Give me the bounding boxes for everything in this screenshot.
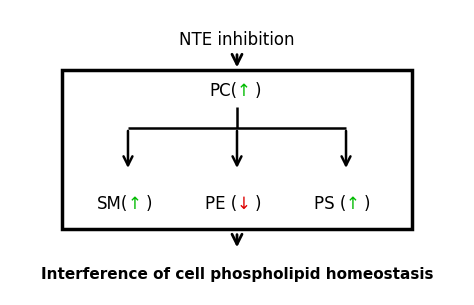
Text: ): ) [146,195,153,214]
Text: PS (: PS ( [314,195,346,214]
Text: SM(: SM( [97,195,128,214]
Text: Interference of cell phospholipid homeostasis: Interference of cell phospholipid homeos… [41,267,433,282]
Text: ↓: ↓ [237,195,251,214]
Text: ): ) [364,195,371,214]
Text: ↑: ↑ [346,195,360,214]
Text: ↑: ↑ [237,82,251,101]
Text: ): ) [255,82,262,101]
Text: ): ) [255,195,262,214]
FancyBboxPatch shape [62,70,412,229]
Text: NTE inhibition: NTE inhibition [179,30,295,49]
Text: PE (: PE ( [205,195,237,214]
Text: PC(: PC( [209,82,237,101]
Text: ↑: ↑ [128,195,142,214]
